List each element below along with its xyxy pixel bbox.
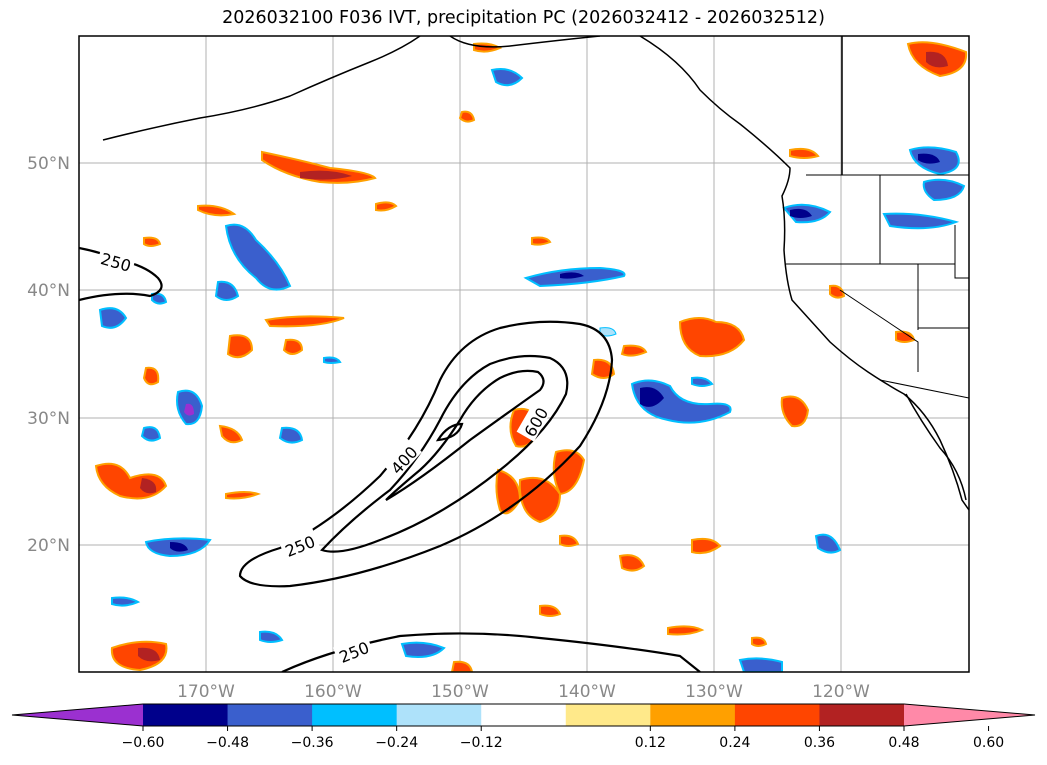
precip-blob	[691, 376, 714, 387]
precip-blob	[282, 338, 304, 355]
lat-label: 50°N	[27, 154, 70, 174]
precip-blob	[790, 208, 812, 218]
precip-blob	[490, 68, 524, 87]
lat-label: 30°N	[27, 409, 70, 429]
colorbar-tick-label: 0.60	[973, 735, 1004, 751]
colorbar-segment	[143, 704, 229, 726]
precip-blob	[143, 236, 162, 247]
colorbar-tick-label: 0.12	[635, 735, 666, 751]
precip-blob	[751, 636, 768, 647]
precip-blob	[400, 641, 446, 658]
precip-blob	[640, 387, 664, 407]
precip-blob	[226, 334, 254, 359]
lon-label: 130°W	[685, 682, 743, 702]
precip-blob	[531, 236, 552, 246]
precip-blob	[224, 223, 292, 291]
colorbar-tick-label: 0.36	[804, 735, 835, 751]
colorbar-segment	[312, 704, 398, 726]
colorbar-tick-label: −0.24	[375, 735, 418, 751]
colorbar-tick-label: 0.48	[888, 735, 919, 751]
precip-blob	[450, 660, 474, 672]
precip-blob	[559, 534, 580, 547]
precip-blob	[620, 344, 648, 357]
precip-blob	[667, 625, 705, 636]
ivt-contour-400	[320, 354, 569, 553]
precip-blob	[140, 426, 162, 442]
precip-blob	[140, 478, 157, 494]
map-frame	[78, 35, 970, 673]
colorbar-segment	[396, 704, 482, 726]
precip-blob	[829, 284, 846, 299]
lon-label: 140°W	[558, 682, 616, 702]
precip-blob	[895, 330, 916, 343]
lon-label: 120°W	[812, 682, 870, 702]
precip-positive-areas	[94, 41, 968, 672]
precip-blob	[882, 212, 960, 230]
precip-blob	[560, 272, 584, 279]
precip-blob	[458, 110, 476, 123]
precip-blob	[789, 147, 820, 159]
ivt-contour-600	[385, 369, 545, 501]
precip-blob	[780, 395, 810, 428]
precip-blob	[678, 317, 746, 358]
precip-blob	[170, 542, 188, 552]
coastlines	[102, 36, 969, 511]
colorbar: −0.60 −0.48 −0.36 −0.24 −0.12 0.12 0.24 0.36 0.4…	[11, 703, 1036, 751]
precip-blob	[926, 51, 948, 68]
colorbar-extend-low	[12, 704, 143, 726]
lat-label: 20°N	[27, 536, 70, 556]
map-area	[79, 36, 969, 672]
precip-blob	[98, 307, 128, 329]
colorbar-segment	[227, 704, 313, 726]
colorbar-tick-label: −0.12	[460, 735, 503, 751]
colorbar-segment	[481, 704, 567, 726]
precip-blob	[184, 403, 194, 416]
borders	[786, 174, 969, 399]
precip-blob	[814, 533, 842, 554]
precip-blob	[539, 604, 562, 617]
precip-blob	[691, 537, 722, 555]
precip-blob	[738, 657, 783, 672]
precip-blob	[214, 280, 240, 301]
precip-blob	[590, 358, 616, 379]
precip-blob	[111, 596, 141, 607]
precip-blob	[197, 204, 237, 217]
precip-blob	[218, 424, 244, 444]
colorbar-tick-label: −0.48	[206, 735, 249, 751]
colorbar-extend-high	[904, 704, 1035, 726]
colorbar-segment	[565, 704, 651, 726]
lon-label: 170°W	[177, 682, 235, 702]
colorbar-segment	[734, 704, 820, 726]
precip-blob	[518, 476, 562, 524]
colorbar-segment	[650, 704, 736, 726]
precip-blob	[264, 315, 345, 328]
precip-blob	[375, 201, 398, 212]
ivt-contour-250-main	[238, 320, 614, 588]
precip-blob	[278, 426, 304, 444]
precip-blob	[142, 366, 160, 386]
lon-label: 160°W	[304, 682, 362, 702]
precip-blob	[300, 170, 352, 180]
precip-blob	[323, 356, 342, 364]
longitude-labels: 170°W 160°W 150°W 140°W 130°W 120°W	[177, 682, 870, 702]
latitude-labels: 50°N 40°N 30°N 20°N	[27, 154, 70, 556]
precip-blob	[922, 178, 966, 202]
colorbar-tick-label: 0.24	[719, 735, 750, 751]
lat-label: 40°N	[27, 281, 70, 301]
precip-blob	[151, 292, 168, 305]
colorbar-tick-label: −0.60	[122, 735, 165, 751]
precip-negative-areas	[98, 68, 966, 672]
map-title: 2026032100 F036 IVT, precipitation PC (2…	[222, 8, 825, 28]
lon-label: 150°W	[431, 682, 489, 702]
precip-blob	[138, 647, 160, 662]
precip-blob	[495, 468, 522, 515]
precip-blob	[259, 630, 284, 643]
colorbar-segment	[819, 704, 905, 726]
precip-blob	[618, 554, 646, 572]
precip-blob	[225, 491, 261, 500]
colorbar-tick-label: −0.36	[291, 735, 334, 751]
precip-blob	[918, 153, 940, 164]
